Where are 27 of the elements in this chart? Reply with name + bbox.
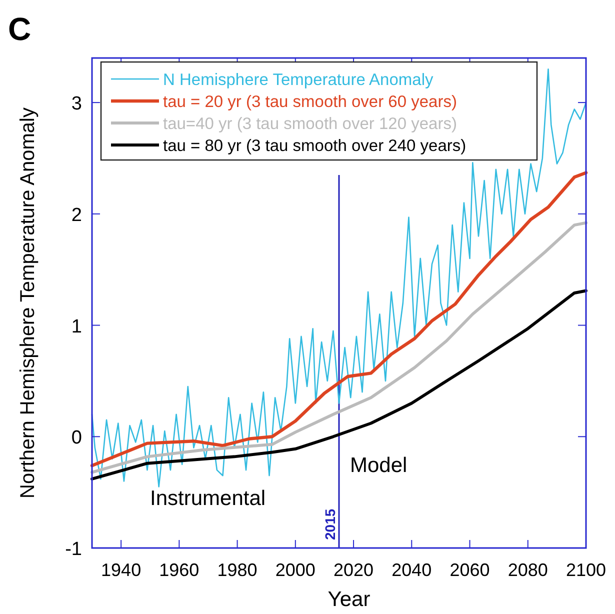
annotation: Model xyxy=(350,454,408,477)
y-tick-label: -1 xyxy=(65,539,82,560)
legend-label: tau = 20 yr (3 tau smooth over 60 years) xyxy=(163,93,457,111)
ref-line-label: 2015 xyxy=(322,508,338,540)
x-tick-label: 1940 xyxy=(101,560,142,580)
line-series xyxy=(90,289,588,480)
chart-title: C xyxy=(8,11,32,47)
y-axis-title: Northern Hemisphere Temperature Anomaly xyxy=(17,108,39,498)
annotation: Instrumental xyxy=(150,487,266,510)
legend-label: N Hemisphere Temperature Anomaly xyxy=(163,71,434,89)
y-tick-label: 2 xyxy=(71,204,82,226)
y-tick-label: 0 xyxy=(71,428,82,449)
x-tick-label: 1980 xyxy=(217,560,258,580)
x-tick-label: 2000 xyxy=(275,560,316,580)
y-tick-label: 1 xyxy=(71,316,82,338)
x-tick-label: 2080 xyxy=(508,560,548,580)
line-series xyxy=(90,221,588,474)
x-tick-label: 2020 xyxy=(334,560,374,580)
x-tick-label: 2060 xyxy=(450,560,490,580)
line-series xyxy=(91,68,587,488)
x-tick-label: 1960 xyxy=(159,560,200,580)
x-tick-label: 2040 xyxy=(392,560,432,580)
y-tick-label: 3 xyxy=(71,94,82,115)
legend-label: tau=40 yr (3 tau smooth over 120 years) xyxy=(163,115,457,133)
x-tick-label: 2100 xyxy=(566,560,606,580)
x-axis-title: Year xyxy=(328,588,370,611)
legend-label: tau = 80 yr (3 tau smooth over 240 years) xyxy=(163,137,466,155)
